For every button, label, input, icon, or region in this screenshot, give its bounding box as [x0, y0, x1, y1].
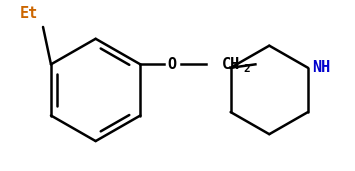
Text: CH: CH	[222, 57, 240, 72]
Text: Et: Et	[20, 6, 38, 21]
Text: 2: 2	[244, 64, 250, 74]
Text: NH: NH	[312, 60, 330, 75]
Text: O: O	[168, 57, 177, 72]
